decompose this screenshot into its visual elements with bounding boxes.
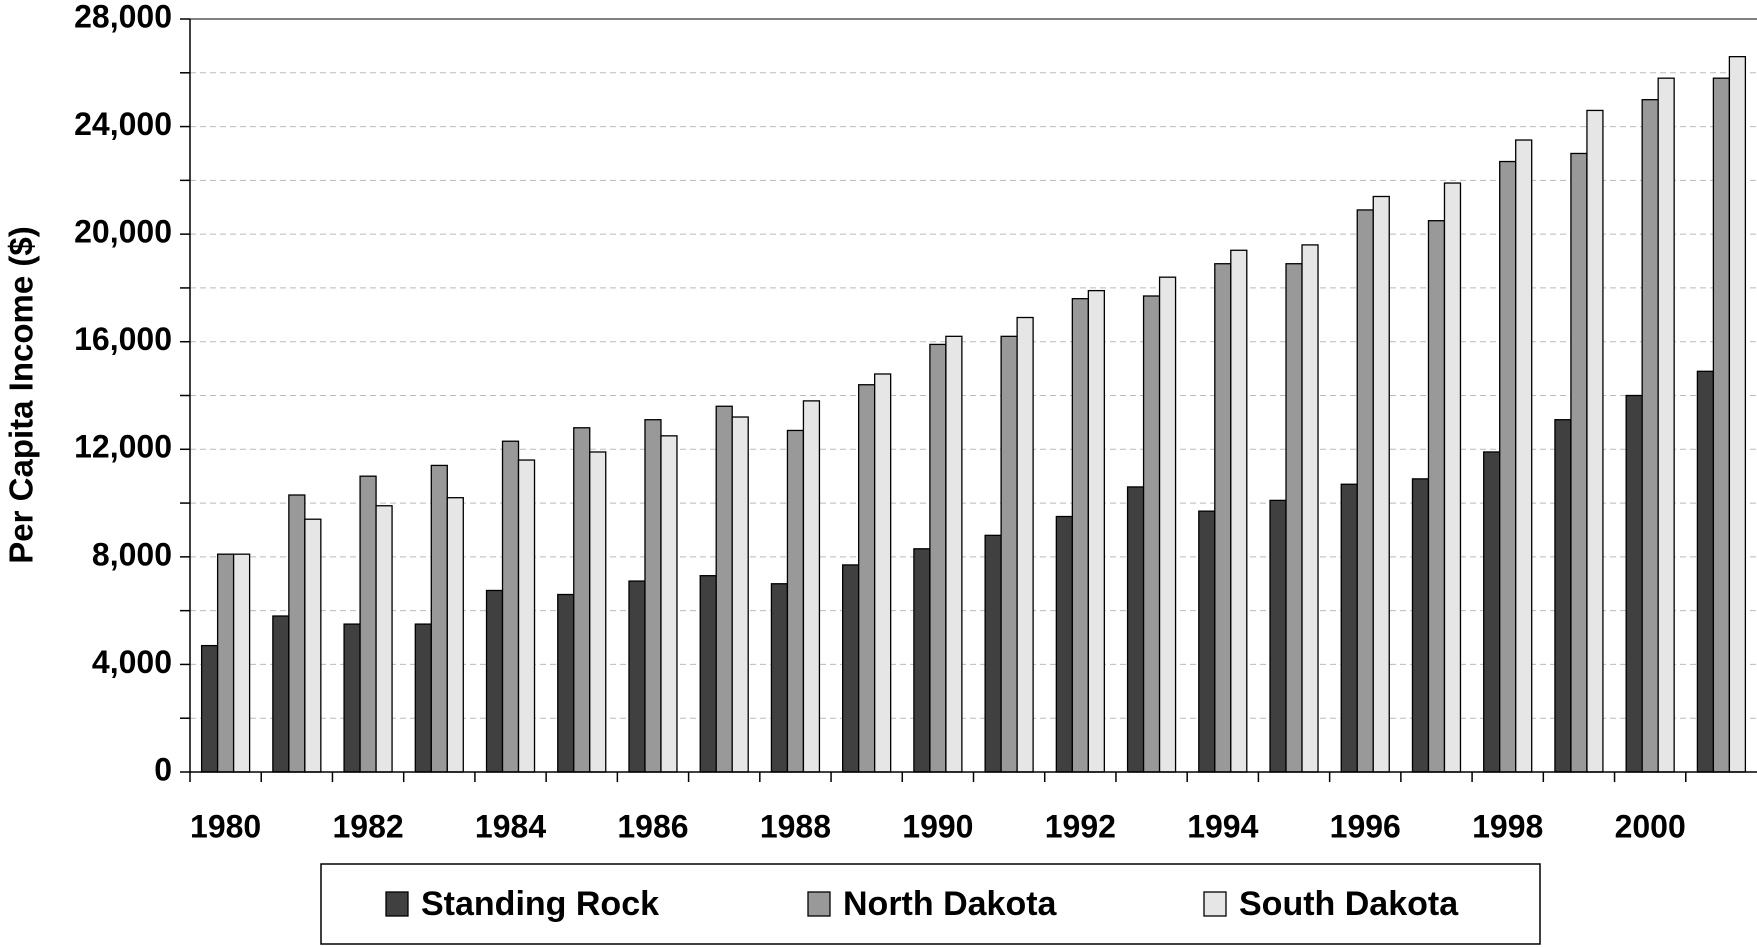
legend-label: North Dakota — [843, 885, 1058, 923]
bar — [699, 575, 717, 773]
bar — [414, 623, 432, 773]
x-tick-label: 1998 — [1472, 808, 1543, 844]
bar — [1000, 335, 1018, 773]
bar — [660, 435, 678, 773]
bar — [1554, 419, 1572, 773]
bar — [628, 580, 646, 773]
bar — [786, 429, 805, 773]
y-tick-label: 24,000 — [74, 106, 172, 142]
bar — [1087, 289, 1105, 773]
bar — [929, 343, 947, 773]
x-tick-label: 1992 — [1045, 808, 1116, 844]
bar — [216, 553, 235, 773]
x-tick-label: 1994 — [1187, 808, 1258, 844]
legend-label: South Dakota — [1239, 885, 1459, 923]
x-tick-label: 1988 — [760, 808, 831, 844]
bar — [517, 459, 536, 773]
bar — [573, 427, 591, 773]
legend-swatch — [1203, 891, 1227, 917]
bar — [731, 416, 749, 773]
bar — [1301, 244, 1319, 773]
legend-box — [320, 863, 1541, 945]
bar — [1269, 499, 1287, 773]
bar — [589, 451, 607, 773]
bar — [343, 623, 361, 773]
bar — [1625, 394, 1643, 773]
x-tick-label: 1986 — [617, 808, 688, 844]
bar — [913, 548, 931, 773]
bar — [485, 589, 504, 773]
bar — [430, 464, 448, 773]
y-tick-label: 28,000 — [74, 0, 172, 34]
bar — [984, 534, 1002, 773]
bar — [842, 564, 860, 773]
y-tick-label: 12,000 — [74, 429, 172, 465]
x-tick-label: 1980 — [190, 808, 261, 844]
bar — [1515, 139, 1533, 773]
bar — [446, 497, 464, 773]
bar — [1728, 56, 1747, 773]
bar — [1055, 515, 1073, 773]
y-tick-label: 20,000 — [74, 214, 172, 250]
bar — [1499, 160, 1517, 773]
bar — [288, 494, 306, 773]
bar — [1696, 370, 1715, 773]
bar — [557, 593, 575, 773]
x-tick-label: 1982 — [332, 808, 403, 844]
bar — [1411, 478, 1430, 773]
x-tick-label: 2000 — [1615, 808, 1686, 844]
bar — [858, 384, 876, 773]
bar — [375, 505, 393, 773]
x-tick-label: 1984 — [475, 808, 546, 844]
bar — [359, 475, 377, 773]
legend-swatch — [385, 891, 409, 917]
bar — [1230, 249, 1248, 773]
bar — [304, 518, 322, 773]
bar — [1198, 510, 1216, 773]
y-axis-label: Per Capita Income ($) — [3, 226, 40, 563]
bar — [1570, 152, 1588, 773]
bar — [1071, 298, 1089, 773]
bar — [1641, 99, 1659, 773]
bar — [232, 553, 251, 773]
bar — [501, 440, 520, 773]
bar — [1427, 220, 1446, 773]
bar — [1340, 483, 1358, 773]
bar — [802, 400, 821, 773]
bar — [1356, 209, 1374, 773]
bar — [1214, 263, 1232, 773]
bar — [1158, 276, 1177, 773]
bar — [874, 373, 892, 773]
bar — [1126, 486, 1145, 773]
y-tick-label: 4,000 — [92, 644, 172, 680]
bar — [644, 419, 662, 773]
bar — [1483, 451, 1501, 773]
legend-label: Standing Rock — [421, 885, 659, 923]
bar — [272, 615, 290, 773]
x-tick-label: 1996 — [1330, 808, 1401, 844]
bar — [715, 405, 733, 773]
legend-swatch — [807, 891, 831, 917]
bar — [1285, 263, 1303, 773]
bar — [1372, 195, 1390, 773]
bar — [1712, 77, 1731, 773]
y-tick-label: 8,000 — [92, 536, 172, 572]
bar — [200, 644, 219, 773]
x-tick-label: 1990 — [902, 808, 973, 844]
bar — [770, 583, 789, 773]
bar — [1657, 77, 1675, 773]
bar — [1142, 295, 1161, 773]
y-tick-label: 16,000 — [74, 321, 172, 357]
y-tick-label: 0 — [154, 751, 172, 787]
bar — [1443, 182, 1462, 773]
bar — [1586, 109, 1604, 773]
bar — [1016, 316, 1034, 773]
bar — [945, 335, 963, 773]
